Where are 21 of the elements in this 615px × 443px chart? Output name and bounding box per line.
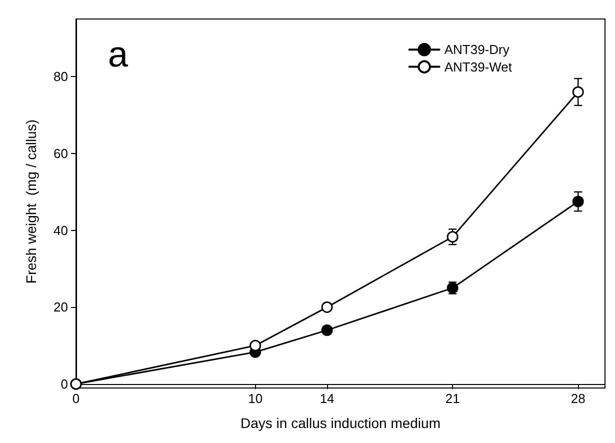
x-tick-label: 14 [320,391,334,406]
legend-label: ANT39-Dry [444,42,510,58]
point [250,340,262,352]
annotation: a [108,34,129,74]
point [321,301,333,313]
x-tick-label: 0 [72,391,80,406]
legend-label: ANT39-Wet [444,59,512,74]
y-axis-title: Fresh weight (mg / callus) [23,119,39,284]
y-tick-label: 60 [54,146,68,161]
y-tick-label: 80 [54,69,68,84]
y-tick-label: 0 [60,376,68,392]
point [446,231,458,243]
y-tick-label: 20 [54,300,68,315]
y-tick-label: 40 [54,222,68,238]
point [321,324,333,336]
x-tick-label: 21 [445,391,460,406]
x-axis-title: Days in callus induction medium [240,415,440,431]
x-tick-label: 28 [570,391,586,406]
point [572,86,584,98]
x-tick-label: 10 [248,391,263,406]
point [572,196,584,208]
